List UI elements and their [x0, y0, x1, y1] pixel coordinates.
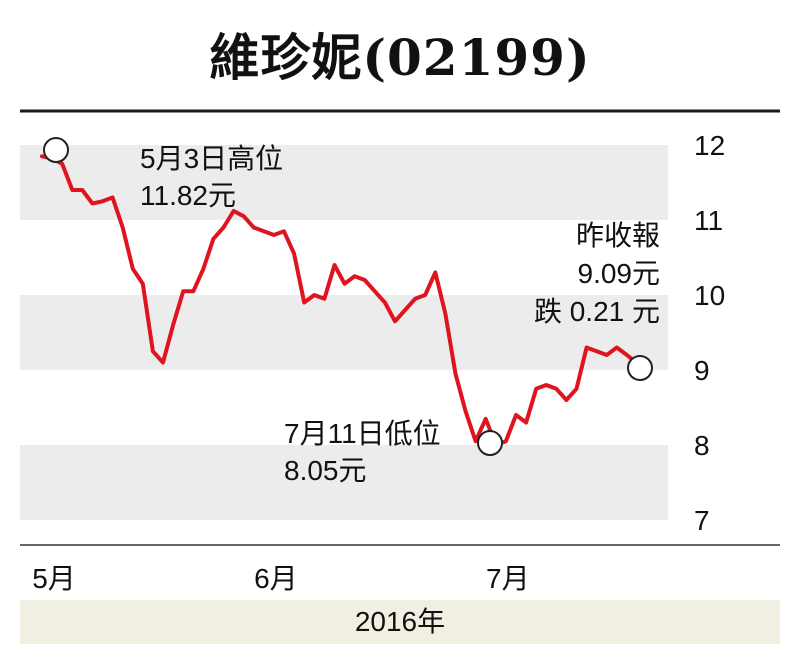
x-tick-label: 6月 [254, 563, 298, 594]
annotation-marker-last [627, 355, 653, 381]
year-label: 2016年 [20, 600, 780, 644]
chart-title: 維珍妮(02199) [209, 28, 591, 87]
annotation-label-high: 5月3日高位 [140, 143, 283, 174]
grid-bands [20, 145, 668, 520]
annotation-marker-high [43, 137, 69, 163]
y-tick-label: 10 [694, 280, 725, 311]
annotation-markers [43, 137, 653, 456]
grid-band [20, 145, 668, 220]
price-series-line [40, 154, 639, 447]
x-axis-ticks: 5月 6月 7月 [32, 563, 529, 594]
annotation-label-low: 7月11日低位 [284, 418, 441, 449]
annotation-label-last: 跌 0.21 元 [534, 296, 660, 327]
y-tick-label: 8 [694, 430, 710, 461]
y-axis-ticks: 12 11 10 9 8 7 [694, 130, 725, 536]
y-tick-label: 7 [694, 505, 710, 536]
x-tick-label: 7月 [486, 563, 530, 594]
annotation-label-high: 11.82元 [140, 180, 236, 211]
annotation-label-last: 9.09元 [578, 258, 661, 289]
x-tick-label: 5月 [32, 563, 76, 594]
grid-band [20, 295, 668, 370]
annotation-marker-low [477, 430, 503, 456]
y-tick-label: 9 [694, 355, 710, 386]
y-tick-label: 11 [694, 205, 723, 236]
y-tick-label: 12 [694, 130, 725, 161]
grid-band [20, 445, 668, 520]
annotation-label-low: 8.05元 [284, 455, 367, 486]
annotation-label-last: 昨收報 [576, 220, 660, 251]
